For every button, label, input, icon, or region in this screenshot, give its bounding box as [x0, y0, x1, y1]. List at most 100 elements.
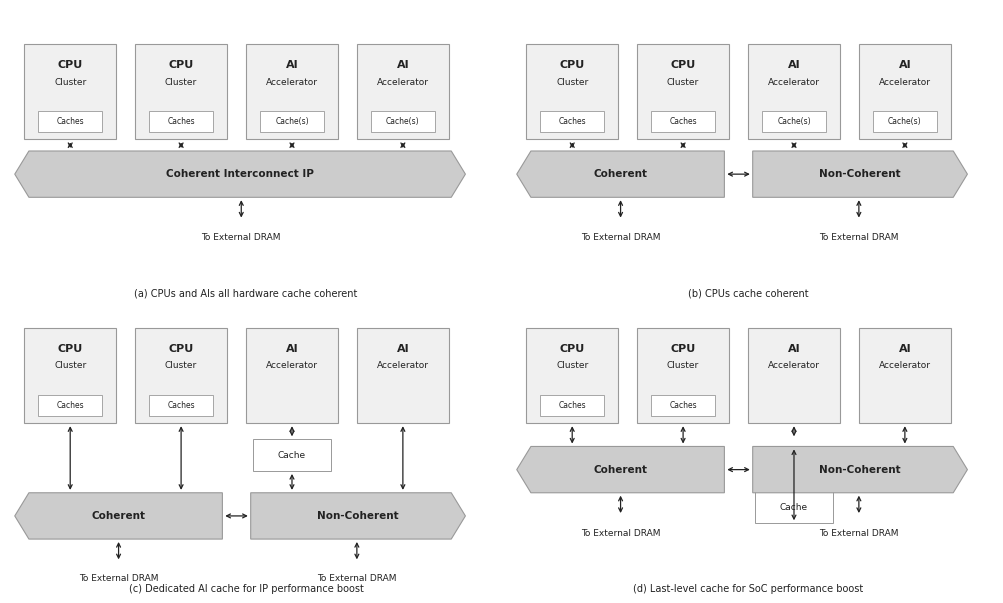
Text: To External DRAM: To External DRAM: [818, 529, 898, 538]
Text: To External DRAM: To External DRAM: [317, 573, 396, 582]
Text: CPU: CPU: [670, 60, 695, 70]
FancyBboxPatch shape: [637, 328, 728, 423]
Text: Coherent Interconnect IP: Coherent Interconnect IP: [165, 169, 314, 179]
Text: Accelerator: Accelerator: [376, 361, 428, 370]
Text: (b) CPUs cache coherent: (b) CPUs cache coherent: [687, 289, 807, 298]
Text: Cluster: Cluster: [556, 361, 588, 370]
Text: Accelerator: Accelerator: [878, 361, 930, 370]
Text: Caches: Caches: [168, 117, 195, 126]
Text: AI: AI: [787, 60, 799, 70]
Text: Accelerator: Accelerator: [767, 78, 819, 87]
FancyBboxPatch shape: [148, 111, 213, 132]
Text: CPU: CPU: [169, 344, 194, 354]
Text: Cache(s): Cache(s): [888, 117, 921, 126]
Text: Cache: Cache: [278, 450, 306, 459]
Text: CPU: CPU: [57, 344, 82, 354]
FancyBboxPatch shape: [858, 44, 950, 139]
Text: Caches: Caches: [669, 117, 696, 126]
FancyBboxPatch shape: [637, 44, 728, 139]
FancyBboxPatch shape: [24, 328, 116, 423]
FancyBboxPatch shape: [858, 328, 950, 423]
Text: CPU: CPU: [559, 60, 584, 70]
FancyBboxPatch shape: [540, 394, 604, 415]
Text: CPU: CPU: [670, 344, 695, 354]
FancyBboxPatch shape: [38, 111, 102, 132]
Text: AI: AI: [396, 60, 409, 70]
FancyBboxPatch shape: [747, 328, 840, 423]
Text: (c) Dedicated AI cache for IP performance boost: (c) Dedicated AI cache for IP performanc…: [128, 584, 363, 594]
Polygon shape: [517, 446, 724, 493]
FancyBboxPatch shape: [24, 44, 116, 139]
Text: Accelerator: Accelerator: [878, 78, 930, 87]
FancyBboxPatch shape: [872, 111, 936, 132]
Text: AI: AI: [898, 344, 911, 354]
Text: Accelerator: Accelerator: [266, 361, 318, 370]
Text: Accelerator: Accelerator: [266, 78, 318, 87]
Text: Cluster: Cluster: [666, 78, 698, 87]
Text: Accelerator: Accelerator: [767, 361, 819, 370]
FancyBboxPatch shape: [148, 394, 213, 415]
Polygon shape: [15, 151, 465, 197]
FancyBboxPatch shape: [253, 439, 331, 471]
Text: AI: AI: [286, 60, 298, 70]
Text: To External DRAM: To External DRAM: [79, 573, 158, 582]
Text: Caches: Caches: [558, 400, 586, 409]
Text: Accelerator: Accelerator: [376, 78, 428, 87]
Text: To External DRAM: To External DRAM: [202, 233, 281, 242]
Text: (d) Last-level cache for SoC performance boost: (d) Last-level cache for SoC performance…: [632, 584, 863, 594]
Text: Cluster: Cluster: [54, 78, 86, 87]
Text: Coherent: Coherent: [593, 465, 647, 475]
Text: To External DRAM: To External DRAM: [818, 233, 898, 242]
Text: AI: AI: [787, 344, 799, 354]
Text: Caches: Caches: [56, 117, 84, 126]
Text: Cluster: Cluster: [164, 361, 197, 370]
Text: Caches: Caches: [56, 400, 84, 409]
FancyBboxPatch shape: [650, 394, 714, 415]
FancyBboxPatch shape: [135, 328, 227, 423]
FancyBboxPatch shape: [260, 111, 324, 132]
FancyBboxPatch shape: [761, 111, 825, 132]
Text: CPU: CPU: [559, 344, 584, 354]
Text: (a) CPUs and AIs all hardware cache coherent: (a) CPUs and AIs all hardware cache cohe…: [134, 289, 357, 298]
Polygon shape: [752, 446, 967, 493]
Text: AI: AI: [898, 60, 911, 70]
Text: Cluster: Cluster: [54, 361, 86, 370]
FancyBboxPatch shape: [356, 44, 448, 139]
Text: Cache(s): Cache(s): [275, 117, 309, 126]
Text: Cluster: Cluster: [556, 78, 588, 87]
FancyBboxPatch shape: [526, 44, 618, 139]
Text: Caches: Caches: [669, 400, 696, 409]
Text: Cache(s): Cache(s): [386, 117, 419, 126]
Text: Caches: Caches: [168, 400, 195, 409]
FancyBboxPatch shape: [246, 328, 338, 423]
Text: CPU: CPU: [169, 60, 194, 70]
FancyBboxPatch shape: [370, 111, 434, 132]
FancyBboxPatch shape: [38, 394, 102, 415]
Text: Cache: Cache: [779, 503, 807, 512]
Text: Non-Coherent: Non-Coherent: [317, 511, 398, 521]
Text: Coherent: Coherent: [91, 511, 145, 521]
Text: Caches: Caches: [558, 117, 586, 126]
FancyBboxPatch shape: [747, 44, 840, 139]
Text: To External DRAM: To External DRAM: [581, 233, 660, 242]
FancyBboxPatch shape: [356, 328, 448, 423]
Text: CPU: CPU: [57, 60, 82, 70]
Text: Cache(s): Cache(s): [776, 117, 810, 126]
Text: Non-Coherent: Non-Coherent: [818, 169, 900, 179]
FancyBboxPatch shape: [526, 328, 618, 423]
Polygon shape: [251, 493, 465, 539]
Text: AI: AI: [396, 344, 409, 354]
FancyBboxPatch shape: [754, 491, 832, 523]
Polygon shape: [517, 151, 724, 197]
Text: Non-Coherent: Non-Coherent: [818, 465, 900, 475]
Text: To External DRAM: To External DRAM: [581, 529, 660, 538]
FancyBboxPatch shape: [650, 111, 714, 132]
FancyBboxPatch shape: [540, 111, 604, 132]
Text: AI: AI: [286, 344, 298, 354]
FancyBboxPatch shape: [246, 44, 338, 139]
FancyBboxPatch shape: [135, 44, 227, 139]
Text: Coherent: Coherent: [593, 169, 647, 179]
Polygon shape: [15, 493, 222, 539]
Polygon shape: [752, 151, 967, 197]
Text: Cluster: Cluster: [666, 361, 698, 370]
